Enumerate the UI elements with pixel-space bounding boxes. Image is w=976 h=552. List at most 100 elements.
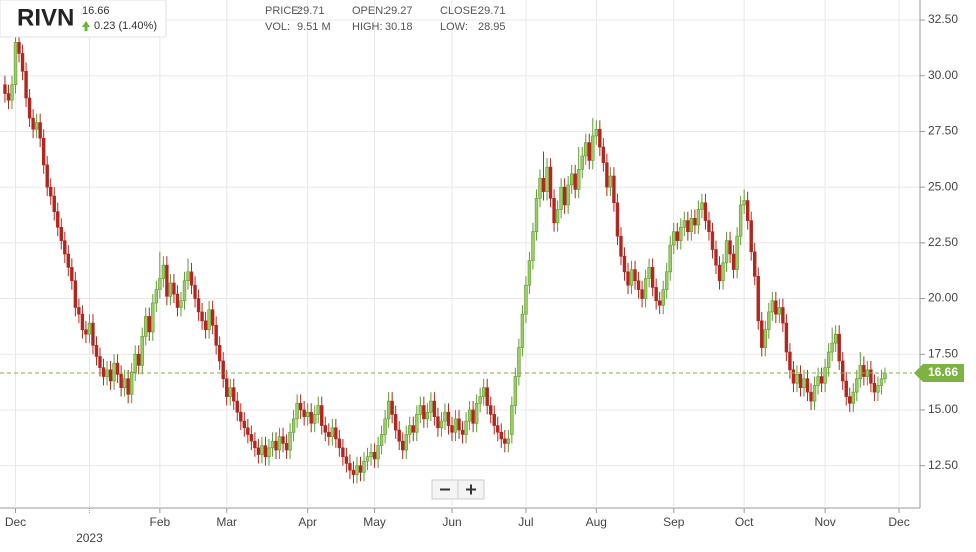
candle-body: [376, 445, 380, 460]
candle-body: [225, 378, 229, 397]
candle-body: [745, 200, 750, 221]
candle-body: [77, 307, 81, 315]
candle-body: [675, 231, 679, 241]
candle-body: [844, 380, 848, 397]
candle-body: [49, 186, 53, 197]
stat-label: CLOSE:: [440, 5, 480, 17]
candle-body: [232, 387, 236, 402]
candle-body: [436, 416, 440, 429]
candle-body: [309, 411, 313, 424]
candle-body: [594, 128, 599, 137]
candle-body: [144, 316, 148, 337]
candle-body: [165, 264, 169, 297]
y-tick-label: 25.00: [928, 179, 958, 193]
candle-body: [38, 122, 42, 139]
candle-body: [158, 278, 162, 290]
candle-body: [246, 427, 250, 435]
candle-body: [700, 202, 704, 210]
candle-body: [411, 425, 415, 433]
candle-body: [809, 391, 813, 402]
x-tick-label: May: [363, 515, 386, 529]
candle-body: [80, 313, 85, 331]
x-tick-label: Jul: [518, 515, 533, 529]
candle-body: [689, 218, 694, 233]
candle-body: [108, 369, 113, 382]
candle-body: [443, 411, 447, 422]
candle-body: [295, 402, 299, 420]
candle-body: [548, 166, 553, 199]
candle-body: [379, 434, 384, 446]
candle-body: [858, 365, 863, 380]
candle-body: [277, 436, 282, 451]
candle-body: [654, 287, 658, 302]
candle-body: [562, 186, 567, 206]
last-price-tag: [914, 363, 964, 382]
stat-value: 28.95: [478, 21, 506, 33]
candle-body: [770, 300, 775, 313]
candle-body: [298, 402, 303, 411]
y-tick-label: 22.50: [928, 235, 958, 249]
x-tick-label: Feb: [149, 515, 170, 529]
candle-body: [397, 429, 401, 442]
candle-body: [122, 378, 127, 388]
candle-body: [288, 431, 292, 451]
candle-body: [707, 220, 711, 233]
candle-body: [115, 362, 120, 375]
candle-body: [203, 320, 208, 331]
x-tick-label: Apr: [298, 515, 317, 529]
candle-body: [20, 53, 25, 72]
header-box: [0, 0, 167, 38]
candle-body: [665, 271, 669, 290]
stat-value: 29.71: [297, 5, 325, 17]
y-tick-label: 30.00: [928, 68, 958, 82]
candle-body: [605, 162, 609, 188]
candle-body: [805, 378, 810, 393]
candle-body: [263, 445, 268, 458]
candle-body: [650, 267, 655, 288]
candle-body: [876, 385, 880, 393]
candle-body: [41, 137, 46, 166]
candle-body: [126, 378, 130, 395]
candle-body: [591, 135, 595, 161]
candle-body: [506, 438, 511, 444]
x-tick-label: Oct: [735, 515, 754, 529]
stat-label: PRICE:: [265, 5, 302, 17]
candle-body: [622, 255, 627, 273]
candle-body: [450, 425, 454, 433]
candle-body: [601, 146, 606, 163]
candle-body: [207, 309, 211, 331]
candle-body: [552, 197, 556, 224]
candle-body: [598, 128, 602, 148]
last-price-label: 16.66: [928, 365, 958, 379]
candle-body: [320, 405, 324, 426]
candle-body: [31, 117, 35, 130]
x-tick-label: Dec: [888, 515, 909, 529]
candle-body: [731, 253, 736, 270]
candle-body: [358, 465, 363, 473]
candle-body: [182, 280, 187, 302]
candle-body: [763, 329, 767, 348]
candle-body: [499, 431, 503, 440]
candle-body: [791, 369, 796, 384]
candle-body: [714, 249, 718, 266]
candle-body: [510, 405, 514, 435]
candle-body: [756, 275, 760, 322]
x-tick-label: Nov: [814, 515, 835, 529]
candle-body: [439, 420, 444, 429]
candle-body: [422, 405, 426, 420]
candle-body: [686, 220, 690, 233]
y-tick-label: 27.50: [928, 124, 958, 138]
candle-body: [425, 411, 430, 420]
candle-body: [862, 365, 866, 377]
candle-body: [636, 280, 641, 290]
candle-body: [27, 97, 32, 119]
candle-body: [851, 391, 855, 404]
candle-body: [327, 431, 331, 438]
candle-body: [460, 429, 465, 435]
candle-body: [249, 434, 254, 442]
candle-body: [291, 418, 296, 433]
candle-body: [119, 374, 123, 388]
candle-body: [274, 440, 278, 451]
candle-body: [538, 177, 542, 199]
candle-body: [798, 374, 803, 388]
